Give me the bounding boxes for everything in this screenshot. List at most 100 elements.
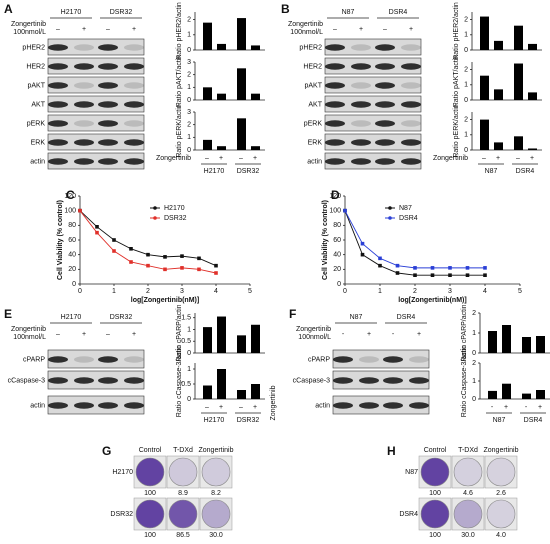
chart-ylabel: Ratio pHER2/actin <box>453 2 460 60</box>
panel-label: E <box>4 307 12 321</box>
y-tick-label: 120 <box>64 193 76 200</box>
treatment-label: 100nmol/L <box>13 334 46 341</box>
blot-band <box>351 63 371 70</box>
bar <box>528 43 537 50</box>
blot-strip <box>324 152 422 170</box>
blot-band <box>74 402 94 409</box>
x-tick-label: 4 <box>214 288 218 295</box>
group-label: H2170 <box>204 168 225 175</box>
blot-band <box>325 63 345 70</box>
bar <box>494 40 503 50</box>
y-tick-label: 80 <box>68 222 76 229</box>
chart-sign: – <box>482 155 486 162</box>
blot-row-label: actin <box>307 158 322 165</box>
blot-band <box>325 158 345 165</box>
chart-sign: + <box>253 155 257 162</box>
chart-sign: + <box>530 155 534 162</box>
legend-marker <box>153 216 157 220</box>
y-tick-label: 1 <box>472 330 476 337</box>
data-point <box>395 271 400 275</box>
y-tick-label: 0 <box>187 97 191 104</box>
blot-row-label: HER2 <box>303 63 322 70</box>
well-frame <box>484 497 518 531</box>
bar <box>502 383 511 399</box>
chart-ylabel: Ratio cPARP/actin <box>176 304 183 361</box>
blot-band <box>48 101 68 108</box>
blot-band <box>48 82 68 89</box>
blot-row-label: pERK <box>304 120 323 127</box>
curve <box>79 210 217 267</box>
blot-row-label: ERK <box>308 139 323 146</box>
well-frame <box>451 497 485 531</box>
bar <box>237 18 246 50</box>
legend-marker <box>153 206 157 210</box>
column-header: Zongertinib <box>483 447 518 454</box>
data-point <box>214 271 218 275</box>
bar <box>502 325 511 353</box>
data-point <box>95 230 99 235</box>
lane-sign: + <box>82 26 86 33</box>
chart-ylabel: Ratio pHER2/actin <box>176 2 183 60</box>
lane-sign: + <box>132 331 136 338</box>
treatment-label: Zongertinib <box>288 21 323 28</box>
blot-band <box>74 101 94 108</box>
y-tick-label: 2 <box>472 310 476 317</box>
blot-strip <box>332 395 430 415</box>
blot-band <box>401 101 421 108</box>
blot-strip <box>324 57 422 75</box>
y-tick-label: 1 <box>472 378 476 385</box>
data-point <box>197 256 201 261</box>
chart-ylabel: Ratio pAKT/actin <box>176 55 183 108</box>
blot-band <box>98 377 118 384</box>
x-axis-label: log[Zongertinib(nM)] <box>131 297 199 304</box>
chart-ylabel: Ratio pAKT/actin <box>453 55 460 108</box>
bar <box>237 335 246 353</box>
x-axis-label: log[Zongertinib(nM)] <box>398 297 466 304</box>
chart-ylabel: Ratio cCaspase-3/actin <box>461 345 468 417</box>
y-tick-label: 1 <box>464 32 468 39</box>
blot-row-label: HER2 <box>26 63 45 70</box>
blot-row-label: pAKT <box>304 82 322 89</box>
blot-band <box>351 82 371 89</box>
cell-line-label: DSR4 <box>397 314 416 321</box>
well-frame <box>484 455 518 489</box>
lane-sign: + <box>359 26 363 33</box>
chart-ylabel: Ratio cCaspase-3/actin <box>176 345 183 417</box>
blot-band <box>375 120 395 127</box>
data-point <box>413 273 417 277</box>
treatment-label: 100nmol/L <box>290 29 323 36</box>
bar <box>237 68 246 100</box>
y-tick-label: 80 <box>333 222 341 229</box>
blot-band <box>401 120 421 127</box>
blot-band <box>401 44 421 51</box>
x-tick-label: 0 <box>78 288 82 295</box>
blot-band <box>333 377 353 384</box>
lane-sign: – <box>383 26 387 33</box>
legend-label: N87 <box>399 205 412 212</box>
blot-band <box>383 402 403 409</box>
data-point <box>129 260 133 264</box>
blot-row-label: pHER2 <box>299 44 322 51</box>
chart-sign: – <box>205 155 209 162</box>
blot-strip <box>47 76 145 94</box>
blot-strip <box>324 95 422 113</box>
y-tick-label: 0 <box>472 396 476 403</box>
blot-strip <box>324 133 422 151</box>
blot-band <box>409 356 429 363</box>
colony-value: 8.2 <box>211 490 221 497</box>
blot-strip <box>47 395 145 415</box>
bar <box>528 92 537 100</box>
blot-strip <box>47 57 145 75</box>
data-point <box>413 266 417 270</box>
bar <box>514 25 523 50</box>
blot-band <box>409 377 429 384</box>
data-point <box>129 247 133 251</box>
y-tick-label: 1 <box>187 366 191 373</box>
y-axis-label: Cell Viability (% control) <box>57 200 64 280</box>
blot-band <box>74 158 94 165</box>
data-point <box>163 267 167 272</box>
data-point <box>197 267 201 272</box>
treatment-label: Zongertinib <box>296 326 331 333</box>
blot-band <box>48 377 68 384</box>
